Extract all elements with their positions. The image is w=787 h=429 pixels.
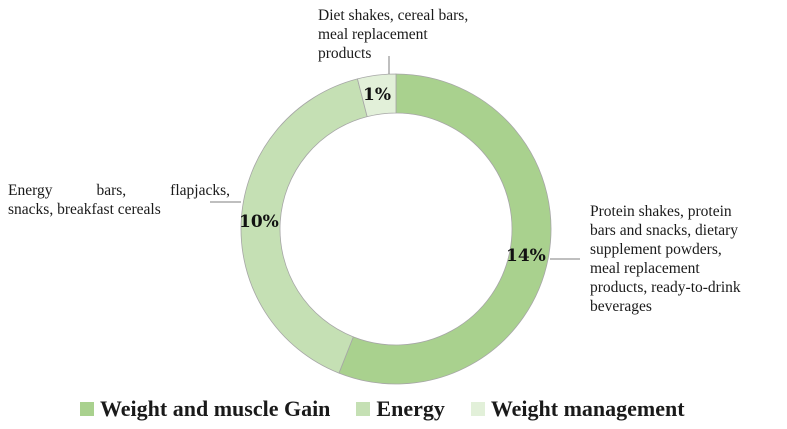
label-line: meal replacement (590, 260, 700, 277)
legend-swatch (356, 402, 371, 416)
legend-swatch (470, 402, 485, 416)
label-line: Protein shakes, protein (590, 203, 732, 220)
slice-weight-and-muscle-gain[interactable] (338, 73, 552, 385)
donut-slices (240, 73, 552, 385)
label-line: Energy bars, flapjacks, (8, 182, 230, 199)
chart-legend: Weight and muscle Gain Energy Weight man… (80, 396, 711, 422)
label-weight-management: Diet shakes, cereal bars, meal replaceme… (318, 6, 488, 63)
percent-label-weight-and-muscle-gain: 14% (506, 246, 546, 266)
slice-weight-management[interactable] (356, 73, 397, 118)
legend-label: Weight management (490, 396, 685, 421)
legend-label: Weight and muscle Gain (100, 396, 331, 421)
label-line: Diet shakes, cereal bars, (318, 7, 469, 24)
legend-item-weight-and-muscle-gain[interactable]: Weight and muscle Gain (80, 396, 330, 422)
slice-energy[interactable] (240, 78, 368, 374)
label-energy: Energy bars, flapjacks, snacks, breakfas… (8, 181, 230, 219)
legend-item-weight-management[interactable]: Weight management (470, 396, 685, 422)
label-line: supplement powders, (590, 241, 722, 258)
label-line: bars and snacks, dietary (590, 222, 739, 239)
label-line: meal replacement (318, 26, 428, 43)
legend-label: Energy (376, 396, 445, 421)
label-line: beverages (590, 298, 652, 315)
label-line: products (318, 45, 372, 62)
label-line: snacks, breakfast cereals (8, 201, 161, 218)
label-weight-and-muscle-gain: Protein shakes, protein bars and snacks,… (590, 202, 785, 316)
percent-label-energy: 10% (239, 212, 279, 232)
legend-item-energy[interactable]: Energy (356, 396, 445, 422)
label-line: products, ready-to-drink (590, 279, 741, 296)
legend-swatch (80, 402, 94, 416)
percent-label-weight-management: 1% (363, 85, 391, 105)
